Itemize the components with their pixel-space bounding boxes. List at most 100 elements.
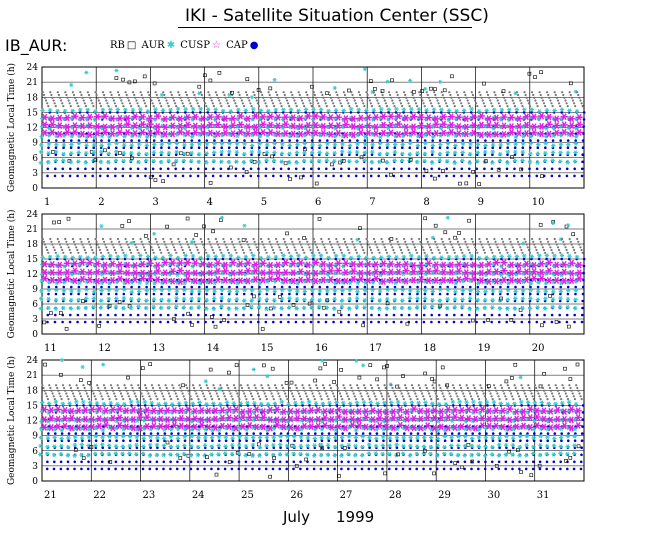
rb-gray-point [576,237,579,241]
rb-gray-point [475,102,478,105]
aur-point [84,151,89,156]
aur-point [552,253,557,259]
rb-gray-point [224,398,227,401]
cap-point [280,292,284,296]
cap-point [378,285,382,289]
cap-point [92,285,96,289]
rb-gray-point [209,96,212,99]
cap-point [238,439,242,443]
rb-gray-point [155,240,158,243]
cap-point [386,139,389,142]
cap-point [409,257,413,261]
aur-point [505,149,510,155]
rb-gray-point [98,248,101,252]
rb-point [43,362,48,367]
rb-gray-point [79,91,82,94]
rb-point [467,218,471,223]
aur-point [296,253,301,258]
aur-point [206,107,211,112]
rb-gray-point [234,102,237,105]
rb-gray-point [160,105,163,108]
rb-gray-point [558,102,561,105]
cusp-point [425,122,433,130]
cap-point [205,139,209,142]
cap-point [430,313,434,317]
cap-point [144,167,147,171]
cap-point [252,439,255,443]
cap-point [62,139,66,142]
cap-point [535,167,539,171]
rb-gray-point [442,96,445,99]
rb-gray-point [114,251,118,254]
cap-point [385,174,388,178]
cusp-point [289,122,297,130]
cap-point [226,320,230,324]
rb-point [510,155,514,159]
rb-gray-point [224,96,227,99]
cap-point [521,139,525,142]
cusp-point [282,129,290,137]
aur-point [121,150,127,156]
aur-point [355,141,360,147]
cap-point [205,292,208,296]
aur-point [273,107,279,113]
aur-point [219,149,224,155]
cap-point [220,153,223,156]
rb-point [554,320,559,324]
rb-gray-point [126,243,129,246]
aur-point [227,92,232,97]
rb-gray-point [254,243,257,246]
cap-point [294,313,298,317]
rb-gray-point [533,243,536,246]
aur-point [318,253,324,258]
rb-gray-point [580,248,583,252]
aur-point [190,253,196,259]
rb-point [252,160,257,164]
rb-gray-point [68,102,71,105]
cap-point [535,174,539,178]
rb-gray-point [51,243,54,246]
cap-point [74,432,78,435]
rb-gray-point [69,105,72,108]
cap-point [355,146,359,149]
cap-point [565,174,569,178]
cusp-point [259,128,267,136]
rb-gray-point [299,243,302,246]
rb-gray-point [67,99,70,102]
cap-point [430,174,433,178]
cap-point [98,174,102,178]
cap-point [550,167,554,171]
aur-point [115,107,120,112]
rb-point [533,75,537,79]
cusp-point [410,123,418,131]
cap-point [468,146,472,149]
cap-point [121,467,124,471]
rb-gray-point [332,102,335,105]
cap-point [415,320,418,324]
rb-gray-point [87,398,91,401]
rb-gray-point [489,99,492,102]
aur-point [113,158,119,163]
rb-point [380,158,385,163]
rb-gray-point [109,384,112,387]
rb-gray-point [456,93,459,97]
cusp-point [357,269,365,277]
cusp-point [78,114,86,122]
rb-gray-point [461,105,464,108]
rb-gray-point [247,243,250,246]
cap-point [68,320,72,324]
cap-point [302,167,306,171]
cap-point [47,432,50,435]
rb-gray-point [217,96,220,99]
aur-point [114,149,119,154]
rb-gray-point [378,105,381,108]
rb-gray-point [104,96,107,99]
rb-gray-point [387,91,391,94]
aur-point [219,287,225,293]
rb-gray-point [249,248,252,252]
rb-gray-point [58,96,62,99]
cap-point [461,146,464,149]
aur-point [85,107,90,112]
rb-gray-point [354,102,357,105]
rb-gray-point [162,395,165,398]
